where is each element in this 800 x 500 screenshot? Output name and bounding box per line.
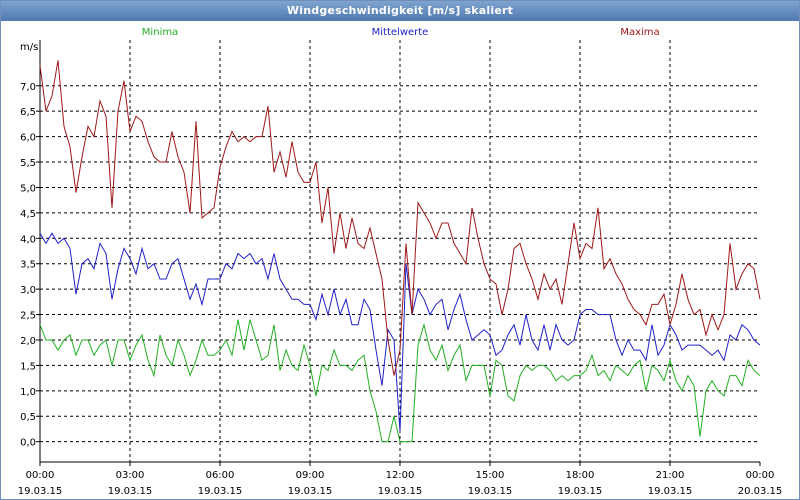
y-tick-label: 7,0 xyxy=(20,82,36,93)
x-tick-time: 09:00 xyxy=(296,470,325,481)
x-tick-time: 21:00 xyxy=(656,470,685,481)
x-tick-time: 06:00 xyxy=(206,470,235,481)
y-tick-label: 6,5 xyxy=(20,107,36,118)
y-tick-label: 1,5 xyxy=(20,361,36,372)
legend-item: Minima xyxy=(142,27,178,38)
legend: Minima Mittelwerte Maxima xyxy=(142,27,660,38)
x-tick-date: 19.03.15 xyxy=(468,486,513,497)
y-tick-label: 5,0 xyxy=(20,183,36,194)
y-tick-label: 0,5 xyxy=(20,412,36,423)
x-tick-time: 00:00 xyxy=(746,470,775,481)
x-tick-date: 19.03.15 xyxy=(108,486,153,497)
legend-item: Mittelwerte xyxy=(372,27,429,38)
x-tick-time: 03:00 xyxy=(116,470,145,481)
x-tick-time: 00:00 xyxy=(26,470,55,481)
x-tick-date: 19.03.15 xyxy=(18,486,63,497)
y-tick-labels: 0,0 0,5 1,0 1,5 2,0 2,5 3,0 3,5 4,0 4,5 5,0 5,5 6,0 6… xyxy=(20,82,40,449)
y-tick-label: 3,5 xyxy=(20,260,36,271)
legend-item: Maxima xyxy=(620,27,659,38)
x-tick-time: 12:00 xyxy=(386,470,415,481)
x-tick-time: 18:00 xyxy=(566,470,595,481)
window-title: Windgeschwindigkeit [m/s] skaliert xyxy=(1,1,799,21)
y-tick-label: 0,0 xyxy=(20,438,36,449)
series-line-maxima xyxy=(39,60,761,376)
x-tick-date: 19.03.15 xyxy=(198,486,243,497)
x-tick-date: 19.03.15 xyxy=(378,486,423,497)
x-tick-time: 15:00 xyxy=(476,470,505,481)
y-tick-label: 2,0 xyxy=(20,336,36,347)
x-tick-date: 20.03.15 xyxy=(738,486,783,497)
x-tick-date: 19.03.15 xyxy=(648,486,693,497)
x-tick-date: 19.03.15 xyxy=(288,486,333,497)
y-tick-label: 3,0 xyxy=(20,285,36,296)
y-tick-label: 4,5 xyxy=(20,209,36,220)
y-tick-label: 5,5 xyxy=(20,158,36,169)
y-axis-label: m/s xyxy=(20,42,38,53)
y-tick-label: 1,0 xyxy=(20,387,36,398)
y-tick-label: 4,0 xyxy=(20,234,36,245)
y-tick-label: 6,0 xyxy=(20,133,36,144)
series-line-mittelwerte xyxy=(39,232,761,432)
x-tick-labels: 00:00 19.03.15 03:00 19.03.15 06:00 19.03.15 0… xyxy=(18,462,783,497)
y-tick-label: 2,5 xyxy=(20,311,36,322)
series-lines xyxy=(39,60,761,443)
x-tick-date: 19.03.15 xyxy=(558,486,603,497)
series-line-minima xyxy=(39,319,761,443)
grid xyxy=(40,40,760,462)
